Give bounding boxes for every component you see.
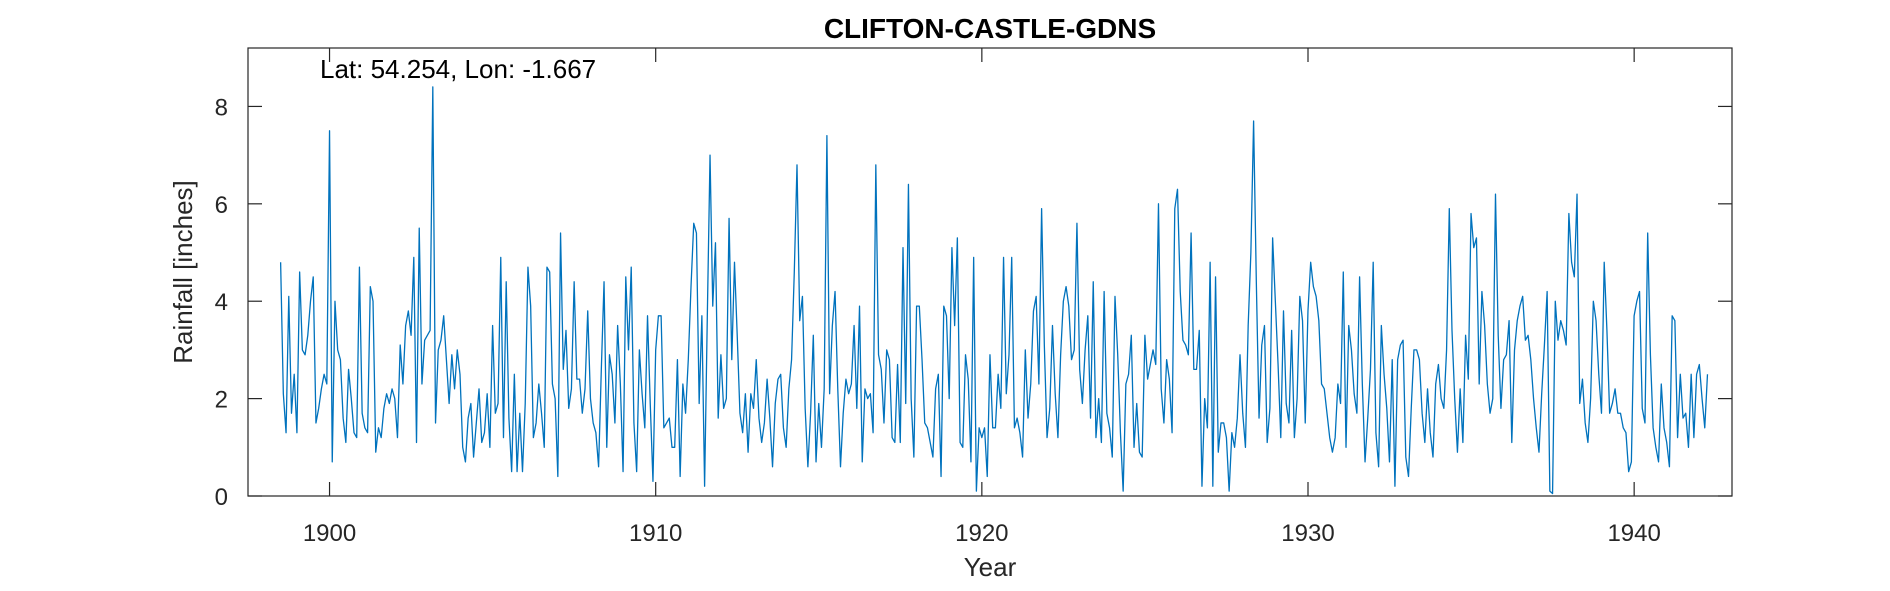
x-tick-label: 1920 <box>955 520 1008 547</box>
y-tick-label: 2 <box>215 387 228 414</box>
x-tick-label: 1910 <box>629 520 682 547</box>
axis-tick-labels: 1900 1910 1920 1930 1940 0 2 4 6 8 <box>215 94 1661 547</box>
location-annotation: Lat: 54.254, Lon: -1.667 <box>320 54 596 84</box>
plot-area <box>247 47 1733 497</box>
y-tick-label: 4 <box>215 289 228 316</box>
y-axis-label: Rainfall [inches] <box>168 180 198 364</box>
y-tick-label: 6 <box>215 192 228 219</box>
x-axis-label: Year <box>964 552 1017 582</box>
rainfall-series-line <box>279 86 1709 495</box>
y-tick-label: 0 <box>215 484 228 511</box>
axis-ticks <box>248 48 1732 497</box>
x-tick-label: 1900 <box>303 520 356 547</box>
x-tick-label: 1930 <box>1281 520 1334 547</box>
y-tick-label: 8 <box>215 94 228 121</box>
x-tick-label: 1940 <box>1607 520 1660 547</box>
chart-title: CLIFTON-CASTLE-GDNS <box>824 13 1156 44</box>
